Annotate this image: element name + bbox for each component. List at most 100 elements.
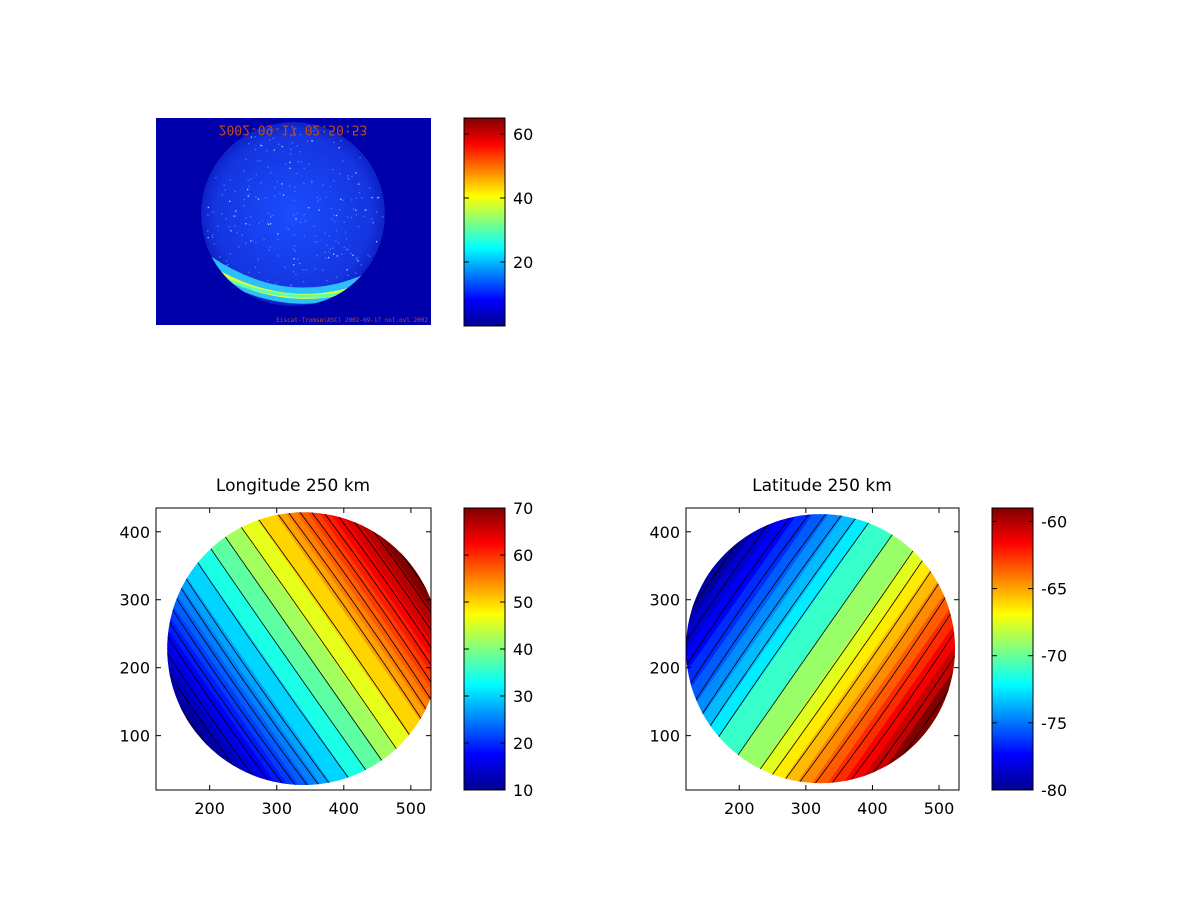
sky-star (351, 175, 353, 178)
sky-star (254, 136, 256, 138)
latitude-contour-band (686, 514, 864, 752)
sky-star (292, 271, 295, 273)
latitude-contour-line (714, 514, 916, 784)
sky-star (303, 235, 305, 237)
sky-star (356, 257, 358, 259)
sky-star (347, 248, 349, 251)
sky-timestamp-overlay: 2002-09-17 02:50:53 (219, 122, 368, 137)
sky-star (293, 134, 295, 136)
sky-star (315, 235, 317, 237)
sky-star (372, 221, 374, 223)
sky-star (236, 232, 238, 234)
sky-star (293, 245, 296, 247)
sky-star (247, 188, 249, 191)
sky-star (308, 207, 310, 209)
sky-star (343, 221, 345, 223)
sky-star (339, 172, 341, 175)
latitude-contour-band (745, 523, 956, 784)
sky-star (234, 225, 236, 227)
sky-star (243, 198, 245, 201)
sky-star (258, 271, 260, 273)
sky-star (248, 271, 250, 274)
longitude-contour-line (275, 512, 431, 742)
sky-star (295, 273, 297, 276)
sky-image-panel: 2002-09-17 02:50:53 Eiscat-Tromsø(ASC) 2… (156, 118, 431, 325)
sky-star (229, 200, 231, 202)
latitude-contour-line (809, 567, 956, 784)
sky-star (254, 266, 257, 268)
sky-star (331, 218, 333, 220)
sky-star (303, 213, 305, 216)
sky-star (284, 266, 286, 268)
sky-star (328, 235, 330, 237)
sky-star (293, 199, 295, 202)
sky-star (229, 179, 231, 181)
sky-star (290, 284, 292, 287)
latitude-contour-band (777, 545, 956, 784)
sky-star (261, 145, 263, 147)
sky-star (279, 193, 281, 195)
sky-star (248, 143, 250, 145)
sky-star (325, 257, 327, 259)
longitude-x-tick-label: 200 (194, 799, 225, 818)
sky-star (299, 134, 302, 136)
latitude-title: Latitude 250 km (752, 476, 892, 496)
sky-star (250, 178, 252, 180)
sky-star (314, 241, 316, 243)
colorbar-sky-tick-label: 60 (513, 125, 533, 144)
colorbar-latitude-tick-label: -65 (1041, 580, 1067, 599)
sky-star (322, 269, 324, 271)
latitude-contour-line (686, 514, 822, 723)
sky-star (267, 212, 270, 214)
sky-star (318, 209, 320, 211)
latitude-contour-band (686, 514, 885, 767)
latitude-y-tick-label: 400 (649, 523, 680, 542)
sky-star (302, 269, 304, 271)
sky-star (371, 218, 373, 220)
sky-star (313, 130, 315, 132)
sky-star (211, 234, 214, 236)
sky-star (273, 149, 275, 151)
sky-star (294, 186, 296, 188)
sky-star (346, 269, 348, 271)
sky-star (274, 186, 276, 189)
sky-star (357, 260, 359, 262)
longitude-contour-band (298, 512, 431, 727)
sky-star (267, 279, 269, 281)
sky-star (352, 254, 354, 256)
sky-star (248, 185, 250, 187)
sky-star (221, 194, 223, 196)
sky-star (316, 241, 319, 243)
sky-star (332, 168, 334, 171)
sky-star (230, 230, 232, 232)
sky-star (260, 182, 262, 184)
colorbar-latitude: -80 -75 -70 -65 -60 (991, 507, 1067, 800)
sky-star (212, 236, 214, 239)
latitude-contour-line (686, 514, 832, 730)
sky-star (361, 197, 363, 199)
sky-star (329, 185, 332, 188)
sky-star (340, 139, 342, 142)
sky-star (234, 190, 236, 192)
sky-star (294, 190, 296, 193)
longitude-contour-band (290, 512, 431, 732)
sky-star (285, 163, 287, 165)
colorbar-sky-gradient (463, 117, 506, 327)
sky-star (263, 238, 265, 241)
longitude-contour-line (261, 512, 431, 753)
sky-star (333, 220, 336, 223)
latitude-contour-line (693, 514, 895, 774)
sky-star (274, 195, 276, 197)
sky-star (285, 227, 288, 229)
longitude-y-tick-label: 200 (119, 659, 150, 678)
sky-star (267, 222, 269, 224)
sky-star (264, 197, 267, 199)
longitude-contour-line (171, 524, 376, 786)
sky-star (225, 260, 228, 262)
sky-star (277, 238, 279, 240)
longitude-contour-line (305, 512, 431, 722)
sky-star (292, 214, 295, 216)
sky-star (295, 173, 297, 175)
sky-star (297, 160, 299, 163)
latitude-y-tick-label: 300 (649, 591, 680, 610)
